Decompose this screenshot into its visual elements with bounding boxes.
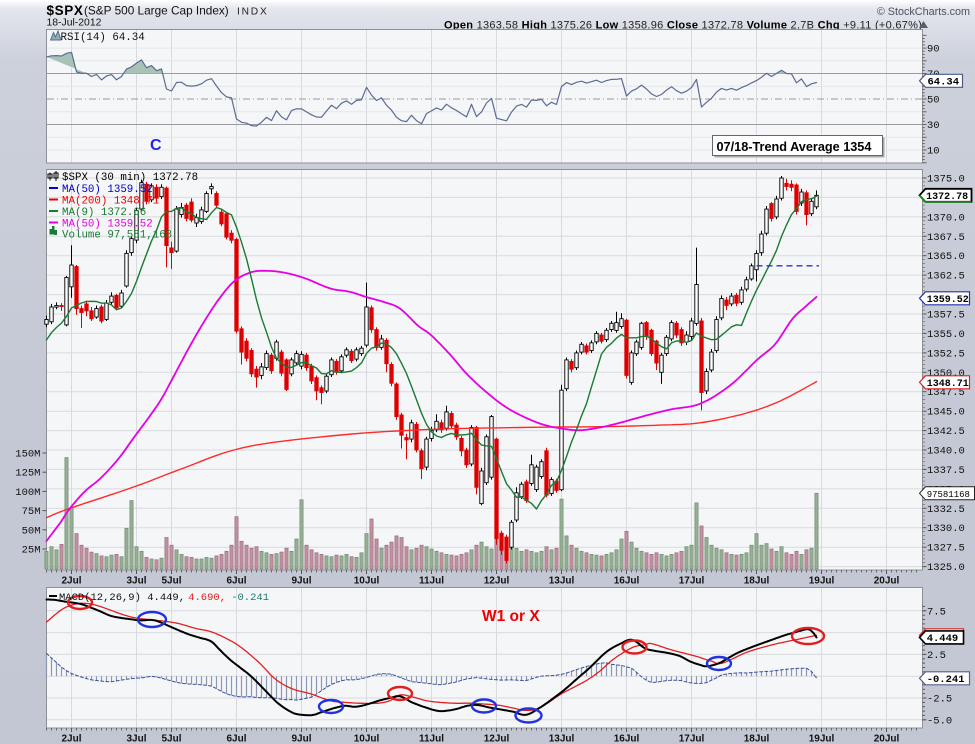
svg-text:1355.0: 1355.0 — [927, 329, 965, 341]
svg-text:1359.52: 1359.52 — [927, 295, 969, 306]
svg-text:3Jul: 3Jul — [126, 576, 146, 587]
svg-text:-2.5: -2.5 — [927, 694, 952, 706]
svg-text:MA(50) 1359.52: MA(50) 1359.52 — [62, 219, 153, 231]
svg-text:125M: 125M — [15, 468, 40, 480]
svg-text:2Jul: 2Jul — [61, 734, 81, 744]
svg-text:90: 90 — [927, 44, 940, 56]
svg-text:5Jul: 5Jul — [161, 734, 181, 744]
svg-text:(S&P 500 Large Cap Index): (S&P 500 Large Cap Index) — [84, 4, 229, 18]
svg-text:$SPX (30 min) 1372.78: $SPX (30 min) 1372.78 — [62, 172, 198, 184]
svg-text:Volume 97,581,168: Volume 97,581,168 — [62, 230, 172, 242]
svg-text:1332.5: 1332.5 — [927, 504, 965, 516]
svg-text:13Jul: 13Jul — [549, 576, 575, 587]
svg-text:C: C — [150, 137, 162, 154]
svg-text:6Jul: 6Jul — [226, 576, 246, 587]
svg-text:1337.5: 1337.5 — [927, 465, 965, 477]
svg-text:1375.0: 1375.0 — [927, 174, 965, 186]
svg-text:10Jul: 10Jul — [354, 576, 380, 587]
svg-text:RSI(14) 64.34: RSI(14) 64.34 — [61, 32, 145, 44]
svg-text:19Jul: 19Jul — [809, 734, 835, 744]
svg-text:1352.5: 1352.5 — [927, 348, 965, 360]
svg-text:-5.0: -5.0 — [927, 715, 952, 727]
svg-text:10: 10 — [927, 146, 940, 158]
svg-text:-0.241: -0.241 — [231, 592, 269, 604]
svg-text:1365.0: 1365.0 — [927, 251, 965, 263]
svg-text:9Jul: 9Jul — [291, 734, 311, 744]
svg-text:50M: 50M — [22, 525, 41, 537]
svg-text:20Jul: 20Jul — [874, 734, 900, 744]
svg-text:10Jul: 10Jul — [354, 734, 380, 744]
svg-text:30: 30 — [927, 120, 940, 132]
svg-text:12Jul: 12Jul — [484, 576, 510, 587]
svg-text:1340.0: 1340.0 — [927, 446, 965, 458]
svg-text:50: 50 — [927, 95, 940, 107]
svg-text:19Jul: 19Jul — [809, 576, 835, 587]
svg-text:2Jul: 2Jul — [61, 576, 81, 587]
svg-text:17Jul: 17Jul — [679, 576, 705, 587]
svg-text:2.5: 2.5 — [927, 650, 946, 662]
svg-text:1327.5: 1327.5 — [927, 543, 965, 555]
svg-text:64.34: 64.34 — [928, 77, 960, 89]
svg-text:3Jul: 3Jul — [126, 734, 146, 744]
svg-text:1370.0: 1370.0 — [927, 212, 965, 224]
svg-text:1342.5: 1342.5 — [927, 426, 965, 438]
svg-text:18Jul: 18Jul — [744, 734, 770, 744]
svg-text:4.449: 4.449 — [927, 633, 959, 645]
svg-text:16Jul: 16Jul — [614, 576, 640, 587]
svg-text:97581168: 97581168 — [927, 490, 970, 500]
svg-text:25M: 25M — [22, 545, 41, 557]
svg-text:INDX: INDX — [237, 7, 269, 18]
svg-text:18-Jul-2012: 18-Jul-2012 — [47, 18, 102, 29]
svg-text:1372.78: 1372.78 — [926, 192, 968, 203]
svg-text:16Jul: 16Jul — [614, 734, 640, 744]
svg-text:6Jul: 6Jul — [226, 734, 246, 744]
svg-text:© StockCharts.com: © StockCharts.com — [877, 6, 970, 18]
svg-text:1347.5: 1347.5 — [927, 387, 965, 399]
svg-text:5Jul: 5Jul — [161, 576, 181, 587]
svg-text:$SPX: $SPX — [47, 3, 84, 18]
svg-text:4.690,: 4.690, — [188, 592, 226, 604]
svg-text:1325.0: 1325.0 — [927, 562, 965, 574]
svg-text:12Jul: 12Jul — [484, 734, 510, 744]
svg-text:MA(9) 1372.66: MA(9) 1372.66 — [62, 207, 146, 219]
svg-text:1330.0: 1330.0 — [927, 523, 965, 535]
svg-text:11Jul: 11Jul — [419, 734, 444, 744]
svg-text:20Jul: 20Jul — [874, 576, 900, 587]
svg-text:Open 1363.58 High 1375.26 Lo: Open 1363.58 High 1375.26 Low 1358.96 Cl… — [444, 20, 922, 32]
svg-text:MACD(12,26,9) 4.449,: MACD(12,26,9) 4.449, — [59, 592, 185, 604]
svg-text:MA(200) 1348.71: MA(200) 1348.71 — [62, 196, 159, 208]
svg-text:7.5: 7.5 — [927, 606, 946, 618]
svg-text:1357.5: 1357.5 — [927, 310, 965, 322]
svg-text:MA(50) 1359.52: MA(50) 1359.52 — [62, 184, 153, 196]
svg-text:17Jul: 17Jul — [679, 734, 705, 744]
svg-text:W1 or X: W1 or X — [482, 608, 540, 625]
svg-text:100M: 100M — [15, 487, 40, 499]
svg-text:75M: 75M — [22, 506, 41, 518]
svg-text:9Jul: 9Jul — [291, 576, 311, 587]
svg-text:11Jul: 11Jul — [419, 576, 444, 587]
svg-text:07/18-Trend Average 1354: 07/18-Trend Average 1354 — [717, 140, 872, 154]
svg-text:1367.5: 1367.5 — [927, 232, 965, 244]
svg-text:1362.5: 1362.5 — [927, 271, 965, 283]
svg-text:1348.71: 1348.71 — [927, 379, 969, 390]
svg-text:-0.241: -0.241 — [927, 674, 965, 686]
svg-text:18Jul: 18Jul — [744, 576, 770, 587]
svg-text:13Jul: 13Jul — [549, 734, 575, 744]
svg-text:1345.0: 1345.0 — [927, 407, 965, 419]
svg-text:150M: 150M — [15, 449, 40, 461]
